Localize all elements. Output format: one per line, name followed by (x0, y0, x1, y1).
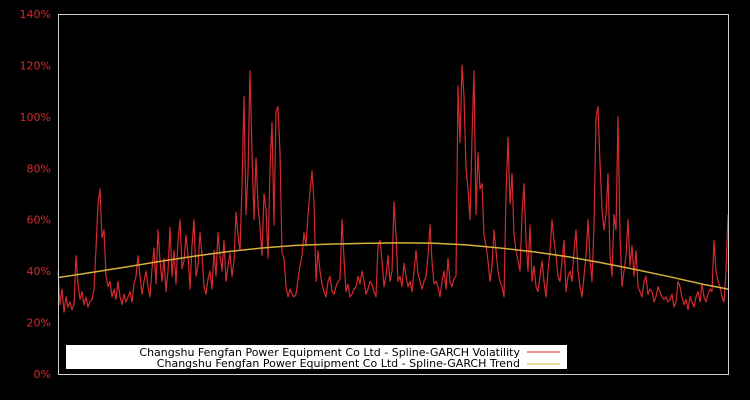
y-tick-label: 100% (20, 111, 51, 124)
plot-frame (58, 14, 729, 375)
y-tick-label: 40% (27, 265, 51, 278)
legend-label-trend: Changshu Fengfan Power Equipment Co Ltd … (157, 357, 520, 370)
legend-box (66, 345, 567, 369)
volatility-line (57, 64, 729, 313)
y-tick-label: 60% (27, 214, 51, 227)
plot-lines (57, 64, 729, 313)
y-tick-label: 140% (20, 8, 51, 21)
y-tick-label: 120% (20, 59, 51, 72)
y-tick-label: 80% (27, 162, 51, 175)
y-axis-ticks: 0% 20% 40% 60% 80% 100% 120% 140% (20, 8, 51, 381)
y-tick-label: 0% (34, 368, 51, 381)
trend-line (57, 242, 729, 290)
legend: Changshu Fengfan Power Equipment Co Ltd … (66, 345, 567, 370)
legend-label-volatility: Changshu Fengfan Power Equipment Co Ltd … (139, 346, 520, 359)
y-tick-label: 20% (27, 317, 51, 330)
